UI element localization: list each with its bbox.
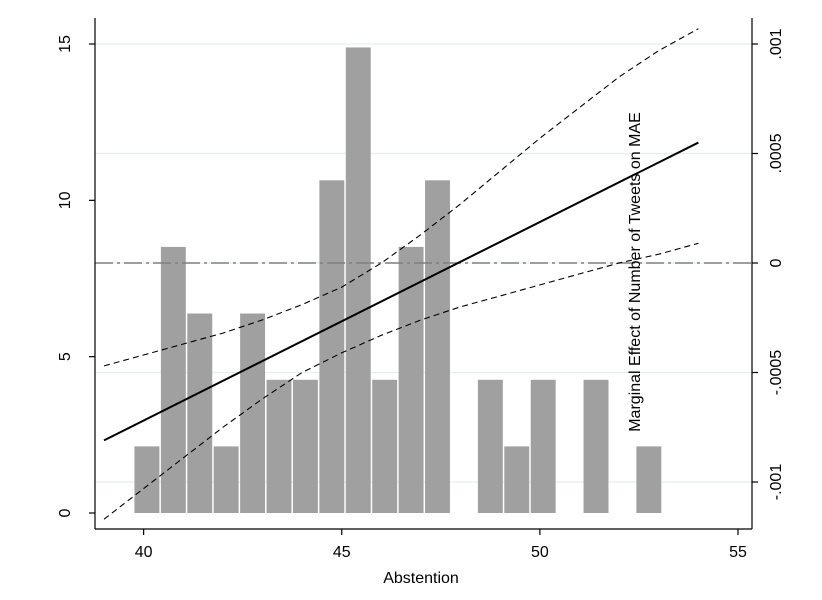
confidence-interval-layer	[103, 28, 699, 520]
histogram-bar-6	[292, 379, 318, 513]
left-y-tick-label-0: 0	[57, 508, 74, 517]
left-y-tick-label-2: 10	[57, 191, 74, 209]
histogram-bar-9	[372, 379, 398, 513]
histogram-bar-11	[425, 180, 450, 513]
right-y-tick-label-2: 0	[768, 258, 785, 267]
right-y-tick-label-4: .001	[768, 28, 785, 59]
tick-labels: 40 45 50 55 0 5 10 15 -.001 -.0005 0 .0005 .001	[57, 28, 785, 561]
right-y-tick-label-1: -.0005	[768, 350, 785, 395]
histogram-bar-15	[583, 379, 609, 513]
right-y-axis-title: Marginal Effect of Number of Tweets on M…	[627, 112, 644, 432]
histogram-bar-1	[160, 246, 186, 514]
x-tick-label-3: 55	[729, 544, 747, 561]
x-tick-label-0: 40	[135, 544, 153, 561]
axes	[89, 18, 758, 535]
right-y-tick-label-0: -.001	[768, 464, 785, 501]
histogram-bar-2	[187, 313, 213, 513]
histogram-bars	[134, 47, 662, 514]
histogram-bar-12	[477, 379, 503, 513]
histogram-bar-7	[319, 180, 345, 513]
ci-lower-line	[103, 242, 699, 520]
left-y-tick-label-3: 15	[57, 35, 74, 53]
right-y-tick-label-3: .0005	[768, 133, 785, 173]
x-tick-label-1: 45	[333, 544, 351, 561]
histogram-bar-5	[266, 379, 292, 513]
marginal-effect-line	[103, 141, 699, 442]
estimate-line-layer	[103, 141, 699, 442]
left-y-tick-label-1: 5	[57, 352, 74, 361]
histogram-bar-13	[504, 446, 530, 513]
histogram-bar-8	[345, 47, 371, 514]
x-axis-title: Abstention	[383, 570, 459, 587]
ci-upper-line	[103, 28, 699, 367]
histogram-bar-4	[240, 313, 266, 513]
x-tick-label-2: 50	[531, 544, 549, 561]
histogram-bar-3	[213, 446, 239, 513]
histogram-bar-14	[530, 379, 556, 513]
histogram-bar-16	[636, 446, 662, 513]
